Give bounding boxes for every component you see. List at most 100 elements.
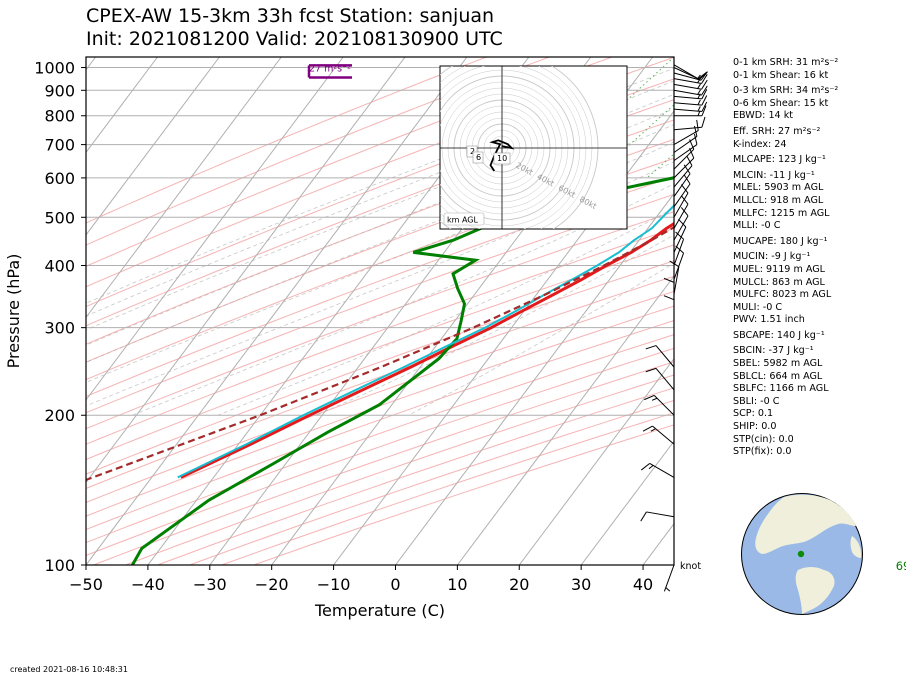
y-tick-label: 700: [44, 136, 75, 155]
barb-staff: [673, 130, 699, 146]
moist-adiabat: [86, 141, 674, 383]
barb-staff: [673, 95, 702, 100]
barb-half-flag: [697, 106, 701, 112]
barb-full-flag: [640, 511, 647, 522]
hodograph-label-box: [443, 212, 485, 226]
mixing-ratio-line: [833, 57, 906, 178]
barb-full-flag: [680, 195, 689, 205]
wind-barb: [673, 85, 708, 96]
stat-line: K-index: 24: [733, 138, 787, 150]
y-tick-label: 600: [44, 169, 75, 188]
stat-line: SCP: 0.1: [733, 408, 774, 420]
globe-north-america: [755, 494, 856, 554]
barb-staff: [673, 203, 689, 229]
isotherm: [86, 57, 468, 565]
stat-line: MUCIN: -9 J kg⁻¹: [733, 251, 811, 263]
barb-full-flag: [683, 164, 691, 175]
moist-adiabat: [217, 207, 674, 416]
barb-staff: [673, 266, 680, 295]
stat-line: MLCIN: -11 J kg⁻¹: [733, 169, 815, 181]
wind-barb: [673, 95, 708, 106]
barb-staff: [673, 239, 685, 266]
wind-barb: [673, 155, 693, 188]
dry-adiabat: [86, 290, 674, 504]
stat-line: SBLCL: 664 m AGL: [733, 370, 823, 382]
created-timestamp: created 2021-08-16 10:48:31: [10, 665, 128, 674]
wind-barb: [642, 425, 675, 445]
y-tick-label: 800: [44, 107, 75, 126]
y-tick-label: 400: [44, 256, 75, 275]
chart-title-line-2: Init: 2021081200 Valid: 202108130900 UTC: [86, 28, 503, 50]
y-tick-label: 200: [44, 406, 75, 425]
barb-full-flag: [701, 89, 708, 100]
y-tick-label: 1000: [34, 59, 75, 78]
x-tick-label: −10: [317, 575, 351, 594]
stat-line: 0-6 km Shear: 15 kt: [733, 97, 829, 109]
barb-full-flag: [680, 184, 689, 194]
barb-staff: [673, 78, 702, 84]
sounding-parameters: 0-1 km SRH: 31 m²s⁻² 0-1 km Shear: 16 kt 0…: [733, 57, 838, 459]
dry-adiabat: [86, 78, 674, 308]
barb-full-flag: [701, 105, 707, 116]
barb-staff: [655, 345, 675, 368]
hodograph-trace: [489, 139, 515, 172]
stat-line: SBLI: -0 C: [733, 395, 780, 407]
wind-barb: [663, 564, 675, 592]
x-axis-label: Temperature (C): [314, 601, 445, 620]
barb-full-flag: [701, 85, 708, 96]
stat-line: MUEL: 9119 m AGL: [733, 263, 826, 275]
dry-adiabat: [86, 211, 674, 430]
wind-barbs: knot: [640, 64, 708, 592]
wind-barb: [644, 394, 675, 416]
stat-line: MULCL: 863 m AGL: [733, 276, 825, 288]
barb-half-flag: [697, 99, 701, 106]
barb-half-flag: [697, 110, 701, 116]
barb-full-flag: [640, 463, 651, 471]
isotherm: [86, 57, 344, 401]
barb-full-flag: [642, 425, 653, 432]
dry-adiabat: [86, 193, 674, 414]
barb-staff: [653, 395, 675, 416]
stat-line: MLLI: -0 C: [733, 220, 781, 232]
knot-label: knot: [680, 561, 701, 572]
wind-barb: [673, 148, 695, 179]
wind-barb: [673, 74, 708, 84]
barb-full-flag: [700, 71, 708, 81]
barb-staff: [673, 165, 693, 188]
y-axis-label: Pressure (hPa): [4, 254, 23, 369]
wind-barb: [673, 139, 695, 170]
isotherm: [518, 357, 674, 565]
barb-full-flag: [693, 125, 698, 137]
barb-full-flag: [686, 155, 693, 166]
barb-full-flag: [693, 133, 698, 145]
wind-barb: [673, 133, 698, 162]
stat-line: SBLFC: 1166 m AGL: [733, 383, 829, 395]
hodograph-height-box: [493, 152, 511, 165]
isotherm: [456, 275, 674, 565]
barb-half-flag: [665, 587, 671, 592]
x-tick-label: 10: [447, 575, 467, 594]
dry-adiabat: [86, 320, 674, 531]
wind-barb: [673, 184, 689, 218]
barb-staff: [673, 183, 691, 208]
stat-line: STP(cin): 0.0: [733, 433, 794, 445]
srh-bar-label: 27 m²s⁻²: [309, 63, 351, 74]
moist-adiabat: [86, 124, 674, 363]
dry-adiabat: [86, 305, 674, 517]
barb-staff: [673, 157, 695, 179]
stat-line: MLLFC: 1215 m AGL: [733, 207, 830, 219]
surface-dewpoint-label: 69: [896, 559, 906, 573]
barb-full-flag: [680, 207, 689, 217]
barb-staff: [673, 83, 702, 90]
isotherm: [86, 57, 158, 154]
isotherm: [86, 57, 406, 484]
isotherm: [86, 57, 220, 236]
barb-full-flag: [701, 74, 708, 84]
barb-staff: [655, 368, 675, 391]
stat-line: MULFC: 8023 m AGL: [733, 289, 832, 301]
barb-full-flag: [689, 148, 695, 159]
barb-full-flag: [678, 218, 687, 228]
stat-line: SBCIN: -37 J kg⁻¹: [733, 345, 814, 357]
